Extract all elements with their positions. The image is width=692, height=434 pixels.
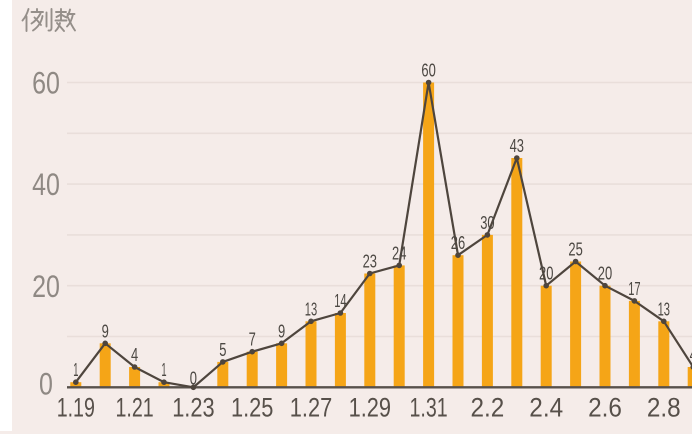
svg-text:13: 13 <box>658 299 670 319</box>
svg-text:4: 4 <box>690 345 692 365</box>
svg-text:20: 20 <box>32 268 60 304</box>
svg-text:2.2: 2.2 <box>471 393 505 423</box>
svg-text:0: 0 <box>39 366 53 402</box>
svg-text:26: 26 <box>451 233 465 253</box>
svg-text:43: 43 <box>510 136 524 156</box>
svg-text:20: 20 <box>598 264 612 284</box>
svg-text:14: 14 <box>334 291 346 311</box>
svg-text:23: 23 <box>363 252 377 272</box>
svg-text:1.19: 1.19 <box>57 393 95 423</box>
svg-text:2.4: 2.4 <box>529 393 563 423</box>
svg-text:0: 0 <box>190 368 197 388</box>
svg-text:1.21: 1.21 <box>116 393 154 423</box>
svg-text:5: 5 <box>219 340 226 360</box>
svg-text:9: 9 <box>102 321 109 341</box>
svg-text:60: 60 <box>32 65 60 101</box>
svg-text:2.6: 2.6 <box>588 393 622 423</box>
svg-text:4: 4 <box>131 345 138 365</box>
svg-text:30: 30 <box>480 213 494 233</box>
svg-text:2.8: 2.8 <box>647 393 681 423</box>
svg-text:17: 17 <box>628 279 640 299</box>
svg-text:13: 13 <box>305 299 317 319</box>
svg-text:9: 9 <box>278 321 285 341</box>
svg-text:24: 24 <box>392 243 406 263</box>
svg-text:1: 1 <box>161 360 166 380</box>
svg-text:1.27: 1.27 <box>290 393 332 423</box>
svg-text:1.25: 1.25 <box>231 393 273 423</box>
svg-text:40: 40 <box>32 166 60 202</box>
svg-text:20: 20 <box>539 264 553 284</box>
svg-text:1.23: 1.23 <box>172 393 214 423</box>
svg-text:25: 25 <box>568 240 582 260</box>
svg-text:1.29: 1.29 <box>349 393 391 423</box>
svg-text:1: 1 <box>73 360 78 380</box>
svg-text:60: 60 <box>421 61 435 81</box>
svg-text:1.31: 1.31 <box>410 393 448 423</box>
svg-text:7: 7 <box>249 330 256 350</box>
